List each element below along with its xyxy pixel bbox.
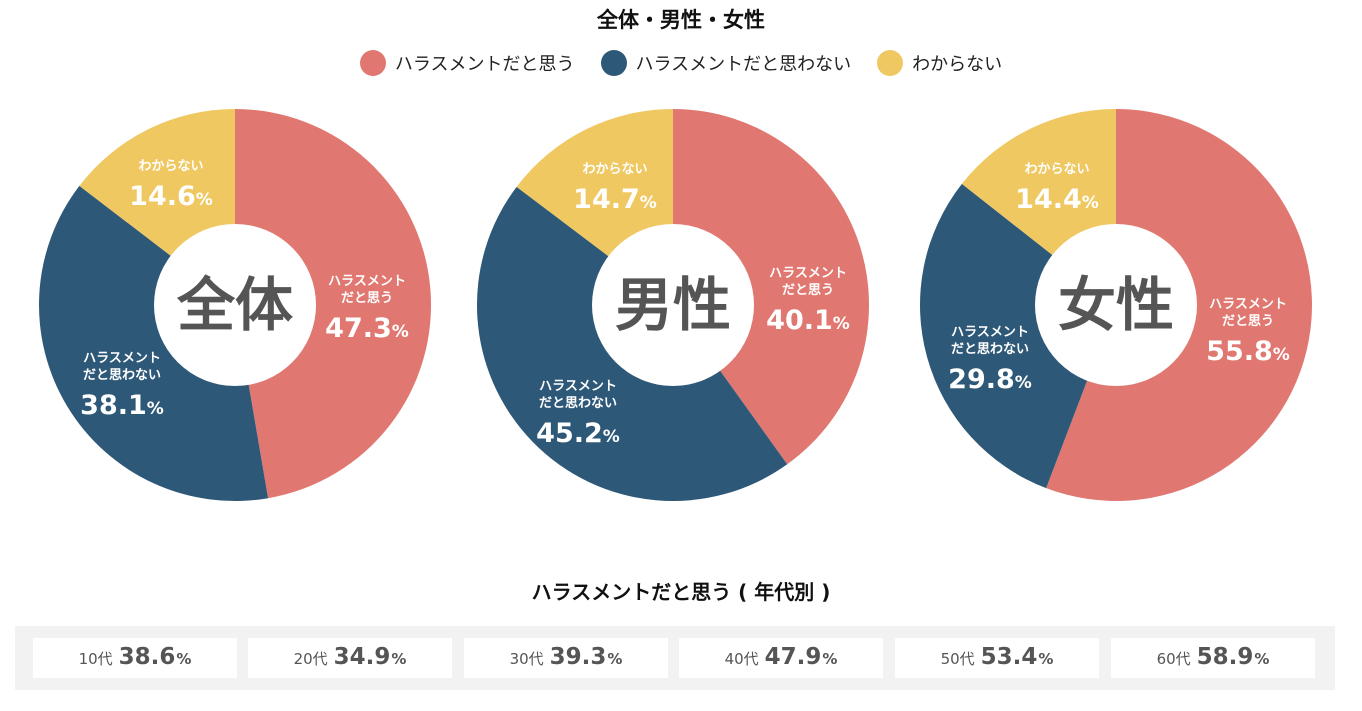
legend: ハラスメントだと思う ハラスメントだと思わない わからない <box>0 50 1362 76</box>
slice-value: 40.1% <box>766 305 850 336</box>
pie-slice-think <box>235 109 432 499</box>
slice-value: 55.8% <box>1206 336 1290 367</box>
pie-slice-not-think <box>920 183 1116 489</box>
pie-center-hole <box>154 224 316 386</box>
age-percent-sign: % <box>391 650 407 668</box>
slice-label-text: ハラスメント <box>328 274 406 289</box>
slice-label-text: ハラスメント <box>769 266 847 281</box>
slice-label-text: ハラスメント <box>539 379 617 394</box>
legend-swatch-unknown <box>877 50 904 76</box>
age-percent-sign: % <box>607 650 623 668</box>
slice-label-text: ハラスメント <box>83 351 161 366</box>
slice-label-think: ハラスメントだと思う 47.3% <box>325 274 409 344</box>
slice-label-text: だと思わない <box>951 342 1029 357</box>
pie-charts: 全体 ハラスメントだと思う47.3%ハラスメントだと思わない38.1%わからない1… <box>39 108 1312 502</box>
age-value: 58.9 <box>1196 644 1254 670</box>
age-box-20s: 20代 34.9 % <box>248 638 452 678</box>
pie-center-label: 全体 <box>176 271 293 339</box>
age-label: 10代 <box>78 650 113 668</box>
age-percent-sign: % <box>1038 650 1054 668</box>
age-box-60s: 60代 58.9 % <box>1111 638 1315 678</box>
slice-label-text: だと思わない <box>83 368 161 383</box>
slice-label-text: わからない <box>582 162 647 177</box>
slice-value: 45.2% <box>536 418 620 449</box>
age-label: 40代 <box>724 650 759 668</box>
slice-label-text: だと思う <box>1222 314 1274 329</box>
pie-center-hole <box>592 224 754 386</box>
age-box-40s: 40代 47.9 % <box>679 638 883 678</box>
slice-label-unknown: わからない 14.7% <box>573 162 657 215</box>
slice-label-text: だと思う <box>341 291 393 306</box>
slice-label-text: わからない <box>138 159 203 174</box>
age-label: 20代 <box>293 650 328 668</box>
age-value: 53.4 <box>980 644 1038 670</box>
slice-label-text: ハラスメント <box>951 325 1029 340</box>
slice-label-text: わからない <box>1024 162 1089 177</box>
pie-center-label: 男性 <box>615 271 731 339</box>
legend-label-unknown: わからない <box>912 54 1003 75</box>
age-value: 39.3 <box>549 644 607 670</box>
age-box-10s: 10代 38.6 % <box>33 638 237 678</box>
slice-value: 14.4% <box>1015 184 1099 215</box>
age-value: 38.6 <box>118 644 176 670</box>
legend-label-not-think: ハラスメントだと思わない <box>635 54 852 75</box>
age-label: 60代 <box>1156 650 1191 668</box>
legend-item-think: ハラスメントだと思う <box>359 50 575 76</box>
pie-center-hole <box>1035 224 1197 386</box>
age-panel: 10代 38.6 % 20代 34.9 % 30代 39.3 % 40代 47.… <box>15 626 1335 690</box>
pie-slice-not-think <box>39 185 269 502</box>
legend-item-unknown: わからない <box>877 50 1002 76</box>
slice-label-not-think: ハラスメントだと思わない 29.8% <box>948 325 1032 395</box>
pie-center-label: 女性 <box>1058 271 1174 339</box>
slice-value: 38.1% <box>80 390 164 421</box>
slice-label-text: ハラスメント <box>1209 297 1287 312</box>
legend-label-think: ハラスメントだと思う <box>394 54 575 75</box>
slice-value: 14.7% <box>573 184 657 215</box>
legend-swatch-think <box>359 50 386 76</box>
legend-swatch-not-think <box>600 50 627 76</box>
slice-label-think: ハラスメントだと思う 55.8% <box>1206 297 1290 367</box>
slice-label-think: ハラスメントだと思う 40.1% <box>766 266 850 336</box>
slice-value: 29.8% <box>948 364 1032 395</box>
pie-slice-think <box>673 109 870 465</box>
slice-label-not-think: ハラスメントだと思わない 38.1% <box>80 351 164 421</box>
slice-value: 14.6% <box>129 181 213 212</box>
slice-value: 47.3% <box>325 313 409 344</box>
chart-title: 全体・男性・女性 <box>597 8 765 32</box>
age-percent-sign: % <box>1254 650 1270 668</box>
legend-item-not-think: ハラスメントだと思わない <box>600 50 852 76</box>
slice-label-text: だと思う <box>782 283 834 298</box>
slice-label-unknown: わからない 14.6% <box>129 159 213 212</box>
age-value: 47.9 <box>764 644 822 670</box>
age-label: 30代 <box>509 650 544 668</box>
slice-label-not-think: ハラスメントだと思わない 45.2% <box>536 379 620 449</box>
age-percent-sign: % <box>822 650 838 668</box>
age-label: 50代 <box>940 650 975 668</box>
age-value: 34.9 <box>333 644 391 670</box>
age-box-30s: 30代 39.3 % <box>464 638 668 678</box>
age-percent-sign: % <box>176 650 192 668</box>
age-box-50s: 50代 53.4 % <box>895 638 1099 678</box>
slice-label-unknown: わからない 14.4% <box>1015 162 1099 215</box>
age-title: ハラスメントだと思う ( 年代別 ) <box>531 580 831 604</box>
slice-label-text: だと思わない <box>539 396 617 411</box>
